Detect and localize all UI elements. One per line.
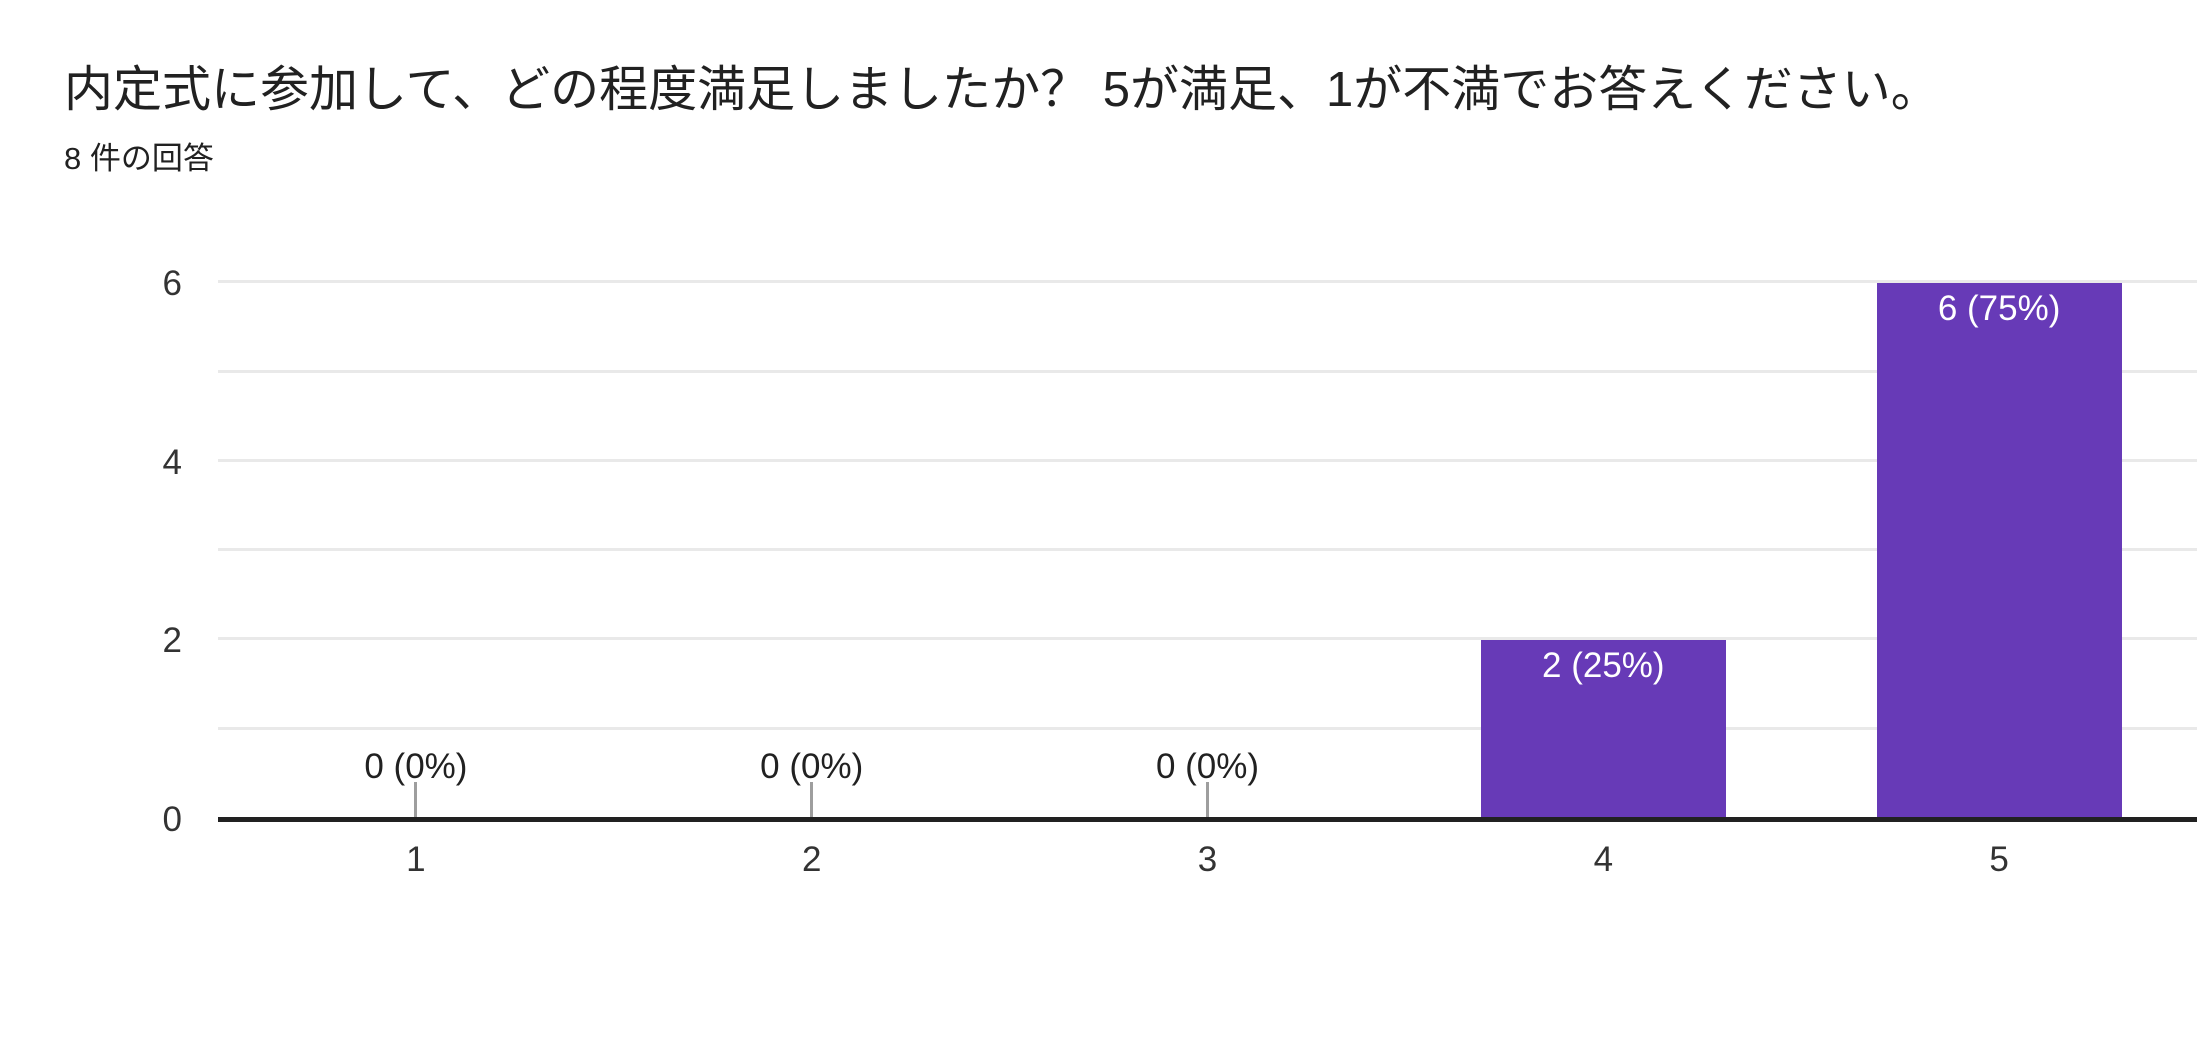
x-axis-tick-label-2: 2 <box>801 840 822 879</box>
zero-annotation-stem-1 <box>414 782 418 817</box>
gridline-y-5 <box>218 370 2197 373</box>
zero-annotation-stem-2 <box>810 782 814 817</box>
bar-category-5 <box>1876 283 2122 817</box>
response-count: 8 件の回答 <box>64 141 214 176</box>
y-axis-tick-label-4: 4 <box>162 443 182 482</box>
zero-annotation-stem-3 <box>1206 782 1209 817</box>
bar-annotation-label-4: 2 (25%) <box>1542 646 1665 685</box>
zero-annotation-label-1: 0 (0%) <box>364 747 468 786</box>
gridline-y-3 <box>218 548 2197 551</box>
x-axis-tick-label-5: 5 <box>1989 840 2009 879</box>
y-axis-tick-label-2: 2 <box>162 621 182 660</box>
x-axis-tick-label-4: 4 <box>1593 840 1614 879</box>
x-axis-tick-label-3: 3 <box>1197 840 1218 879</box>
gridline-y-4 <box>218 459 2197 462</box>
gridline-y-2 <box>218 637 2197 640</box>
question-title: 内定式に参加して、どの程度満足しましたか？ 5が満足、1が不満でお答えください。 <box>64 63 1940 117</box>
y-axis-tick-label-0: 0 <box>162 800 182 839</box>
x-axis-line <box>218 817 2197 822</box>
gridline-y-6 <box>218 280 2197 283</box>
bar-annotation-label-5: 6 (75%) <box>1937 289 2061 328</box>
zero-annotation-label-2: 0 (0%) <box>760 747 864 786</box>
x-axis-tick-label-1: 1 <box>406 840 426 879</box>
gridline-y-1 <box>218 727 2197 730</box>
zero-annotation-label-3: 0 (0%) <box>1155 747 1260 786</box>
y-axis-tick-label-6: 6 <box>162 264 182 303</box>
bar-category-4 <box>1480 640 1726 817</box>
